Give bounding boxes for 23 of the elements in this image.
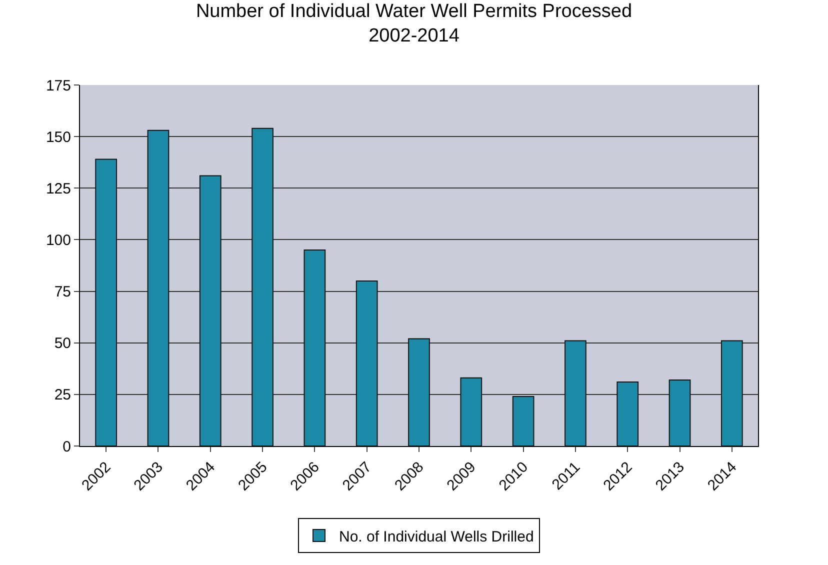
bar (512, 396, 534, 446)
y-tick-label: 100 (46, 232, 71, 249)
bar (564, 340, 586, 446)
y-tick-label: 25 (54, 386, 71, 404)
bar (95, 158, 118, 446)
y-tick-label: 125 (46, 180, 71, 198)
bar (720, 340, 743, 446)
bar (252, 128, 274, 446)
bar (616, 382, 639, 446)
y-tick-label: 50 (54, 335, 71, 352)
y-tick-label: 150 (46, 128, 71, 146)
bar (199, 175, 222, 446)
legend-label: No. of Individual Wells Drilled (339, 528, 534, 546)
bar (304, 250, 326, 446)
bar (668, 379, 691, 446)
bar (356, 280, 378, 446)
bar (460, 377, 482, 446)
bar (408, 338, 430, 446)
bar (147, 130, 170, 446)
y-tick-label: 75 (54, 284, 71, 301)
y-tick-label: 0 (62, 438, 71, 456)
y-tick-label: 175 (46, 77, 71, 94)
chart-title: Number of Individual Water Well Permits Processed 2002-2014 (196, 0, 632, 47)
